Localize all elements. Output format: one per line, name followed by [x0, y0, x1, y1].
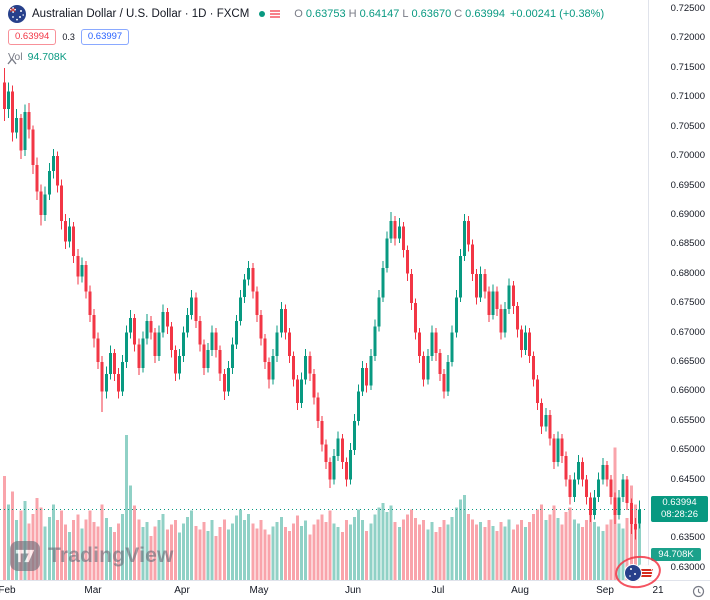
volume-readout: Vol 94.708K [8, 51, 604, 63]
tradingview-watermark: TradingView [10, 541, 174, 571]
chart-legend: Australian Dollar / U.S. Dollar · 1D · F… [6, 5, 604, 66]
price-tick-label: 0.66000 [670, 385, 705, 396]
pair-flags-icon [624, 564, 653, 582]
ask-price-badge[interactable]: 0.63997 [80, 29, 130, 45]
time-tick-label: Jun [344, 585, 362, 596]
tradingview-logo-icon [10, 541, 40, 571]
bid-price-badge[interactable]: 0.63994 [8, 29, 57, 45]
low-label: L [402, 8, 409, 20]
price-tick-label: 0.63000 [670, 562, 705, 573]
time-tick-label: Sep [596, 585, 614, 596]
time-tick-label: Feb [0, 585, 16, 596]
clock-icon[interactable] [692, 585, 705, 598]
spread-value: 0.3 [62, 32, 75, 42]
candlestick-chart-canvas[interactable] [0, 0, 648, 580]
tradingview-brand-text: TradingView [48, 544, 174, 567]
price-tick-label: 0.65500 [670, 415, 705, 426]
price-tick-label: 0.68000 [670, 268, 705, 279]
price-axis[interactable]: 0.72500 0.72000 0.71500 0.71000 0.70500 0.700… [648, 0, 710, 580]
time-tick-label: May [249, 585, 269, 596]
open-value: 0.63753 [305, 8, 346, 20]
price-tick-label: 0.72500 [670, 3, 705, 14]
open-label: O [294, 8, 303, 20]
volume-value: 94.708K [27, 51, 67, 63]
price-tick-label: 0.67000 [670, 327, 705, 338]
price-tick-label: 0.71500 [670, 62, 705, 73]
symbol-title[interactable]: Australian Dollar / U.S. Dollar · 1D · F… [32, 8, 250, 20]
price-tick-label: 0.69000 [670, 209, 705, 220]
change-value: +0.00241 (+0.38%) [509, 8, 605, 20]
time-tick-label: Jul [431, 585, 445, 596]
price-tick-label: 0.67500 [670, 297, 705, 308]
last-price-value: 0.63994 [662, 497, 697, 508]
high-label: H [348, 8, 357, 20]
close-label: C [454, 8, 463, 20]
price-tick-label: 0.64500 [670, 474, 705, 485]
aud-flag-icon [8, 5, 26, 23]
price-tick-label: 0.69500 [670, 180, 705, 191]
price-tick-label: 0.63500 [670, 532, 705, 543]
legend-collapse-chevron-icon[interactable] [6, 57, 18, 66]
low-value: 0.63670 [411, 8, 452, 20]
high-value: 0.64147 [359, 8, 400, 20]
close-value: 0.63994 [465, 8, 505, 20]
time-tick-label: Apr [174, 585, 190, 596]
quick-menu-icon[interactable] [270, 10, 281, 18]
time-axis[interactable]: Feb Mar Apr May Jun Jul Aug Sep 21 [0, 580, 710, 600]
price-tick-label: 0.65000 [670, 444, 705, 455]
ohlc-readout: O 0.63753 H 0.64147 L 0.63670 C 0.63994 +0.0… [294, 8, 604, 20]
price-tick-label: 0.72000 [670, 32, 705, 43]
time-tick-label: Aug [511, 585, 529, 596]
price-tick-label: 0.71000 [670, 91, 705, 102]
price-tick-label: 0.70000 [670, 150, 705, 161]
last-price-badge[interactable]: 0.63994 08:28:26 [651, 496, 708, 522]
time-tick-label: 21 [652, 585, 664, 596]
volume-axis-badge: 94.708K [651, 548, 701, 561]
bar-countdown: 08:28:26 [661, 509, 698, 520]
price-tick-label: 0.66500 [670, 356, 705, 367]
market-status-dot-icon[interactable] [259, 11, 266, 17]
price-tick-label: 0.70500 [670, 121, 705, 132]
time-tick-label: Mar [84, 585, 102, 596]
price-tick-label: 0.68500 [670, 238, 705, 249]
